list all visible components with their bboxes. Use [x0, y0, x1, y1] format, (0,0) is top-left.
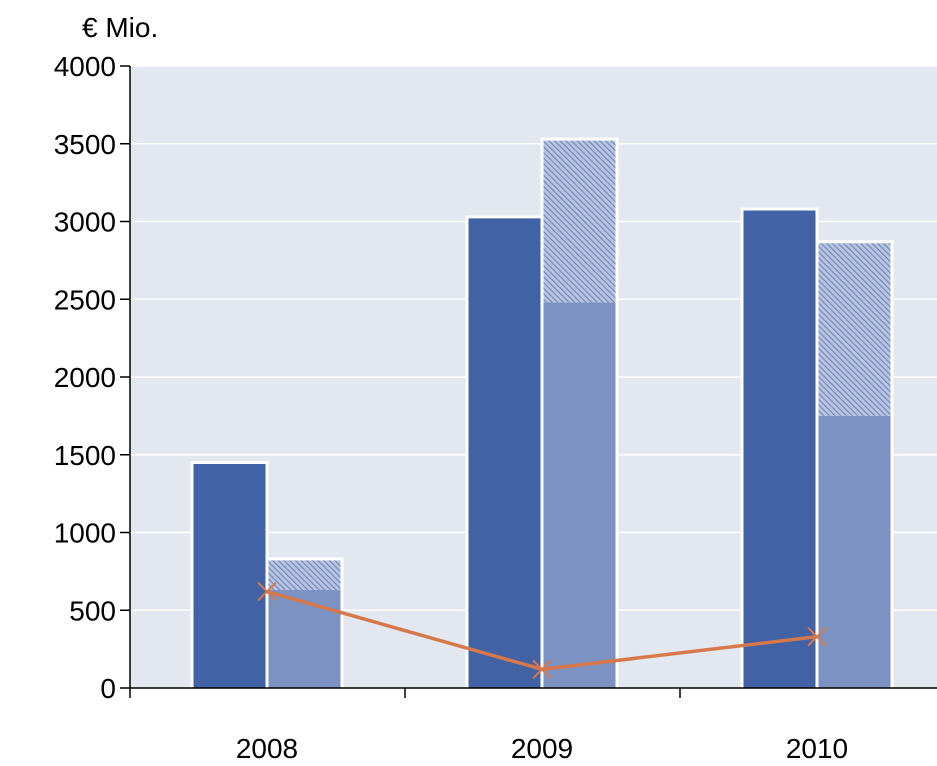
bar-outline: [540, 137, 619, 688]
bar: [742, 209, 817, 688]
bar-outline: [265, 557, 344, 688]
x-tick-label: 2009: [511, 733, 573, 761]
bar: [542, 302, 617, 688]
x-tick-label: 2008: [236, 733, 298, 761]
hatched-bar-segment: [817, 241, 892, 416]
y-ticks: 0 500 1000 1500 2000 2500 3000 3500 4000: [54, 51, 130, 704]
x-tick-label: 2010: [786, 733, 848, 761]
line-point-marker: [532, 659, 552, 680]
x-ticks: 2008 2009 2010: [129, 688, 848, 764]
y-tick-label: 2000: [54, 362, 116, 393]
y-tick-label: 3500: [54, 129, 116, 160]
bar: [192, 462, 267, 688]
y-tick-label: 500: [69, 595, 116, 626]
y-tick-label: 0: [100, 673, 116, 704]
y-tick-label: 1500: [54, 440, 116, 471]
line-point-marker: [257, 581, 277, 602]
hatched-bar-segment: [542, 139, 617, 303]
bar: [817, 415, 892, 688]
bar-outline: [815, 240, 894, 688]
y-tick-label: 1000: [54, 518, 116, 549]
y-axis-unit-label: € Mio.: [82, 12, 158, 43]
bar: [267, 590, 342, 688]
line-series: [257, 581, 827, 680]
y-tick-label: 4000: [54, 51, 116, 82]
line-point-marker: [807, 626, 827, 647]
y-tick-label: 3000: [54, 207, 116, 238]
bar: [467, 216, 542, 688]
bars: [190, 137, 894, 688]
hatched-bar-segment: [267, 558, 342, 591]
y-tick-label: 2500: [54, 284, 116, 315]
